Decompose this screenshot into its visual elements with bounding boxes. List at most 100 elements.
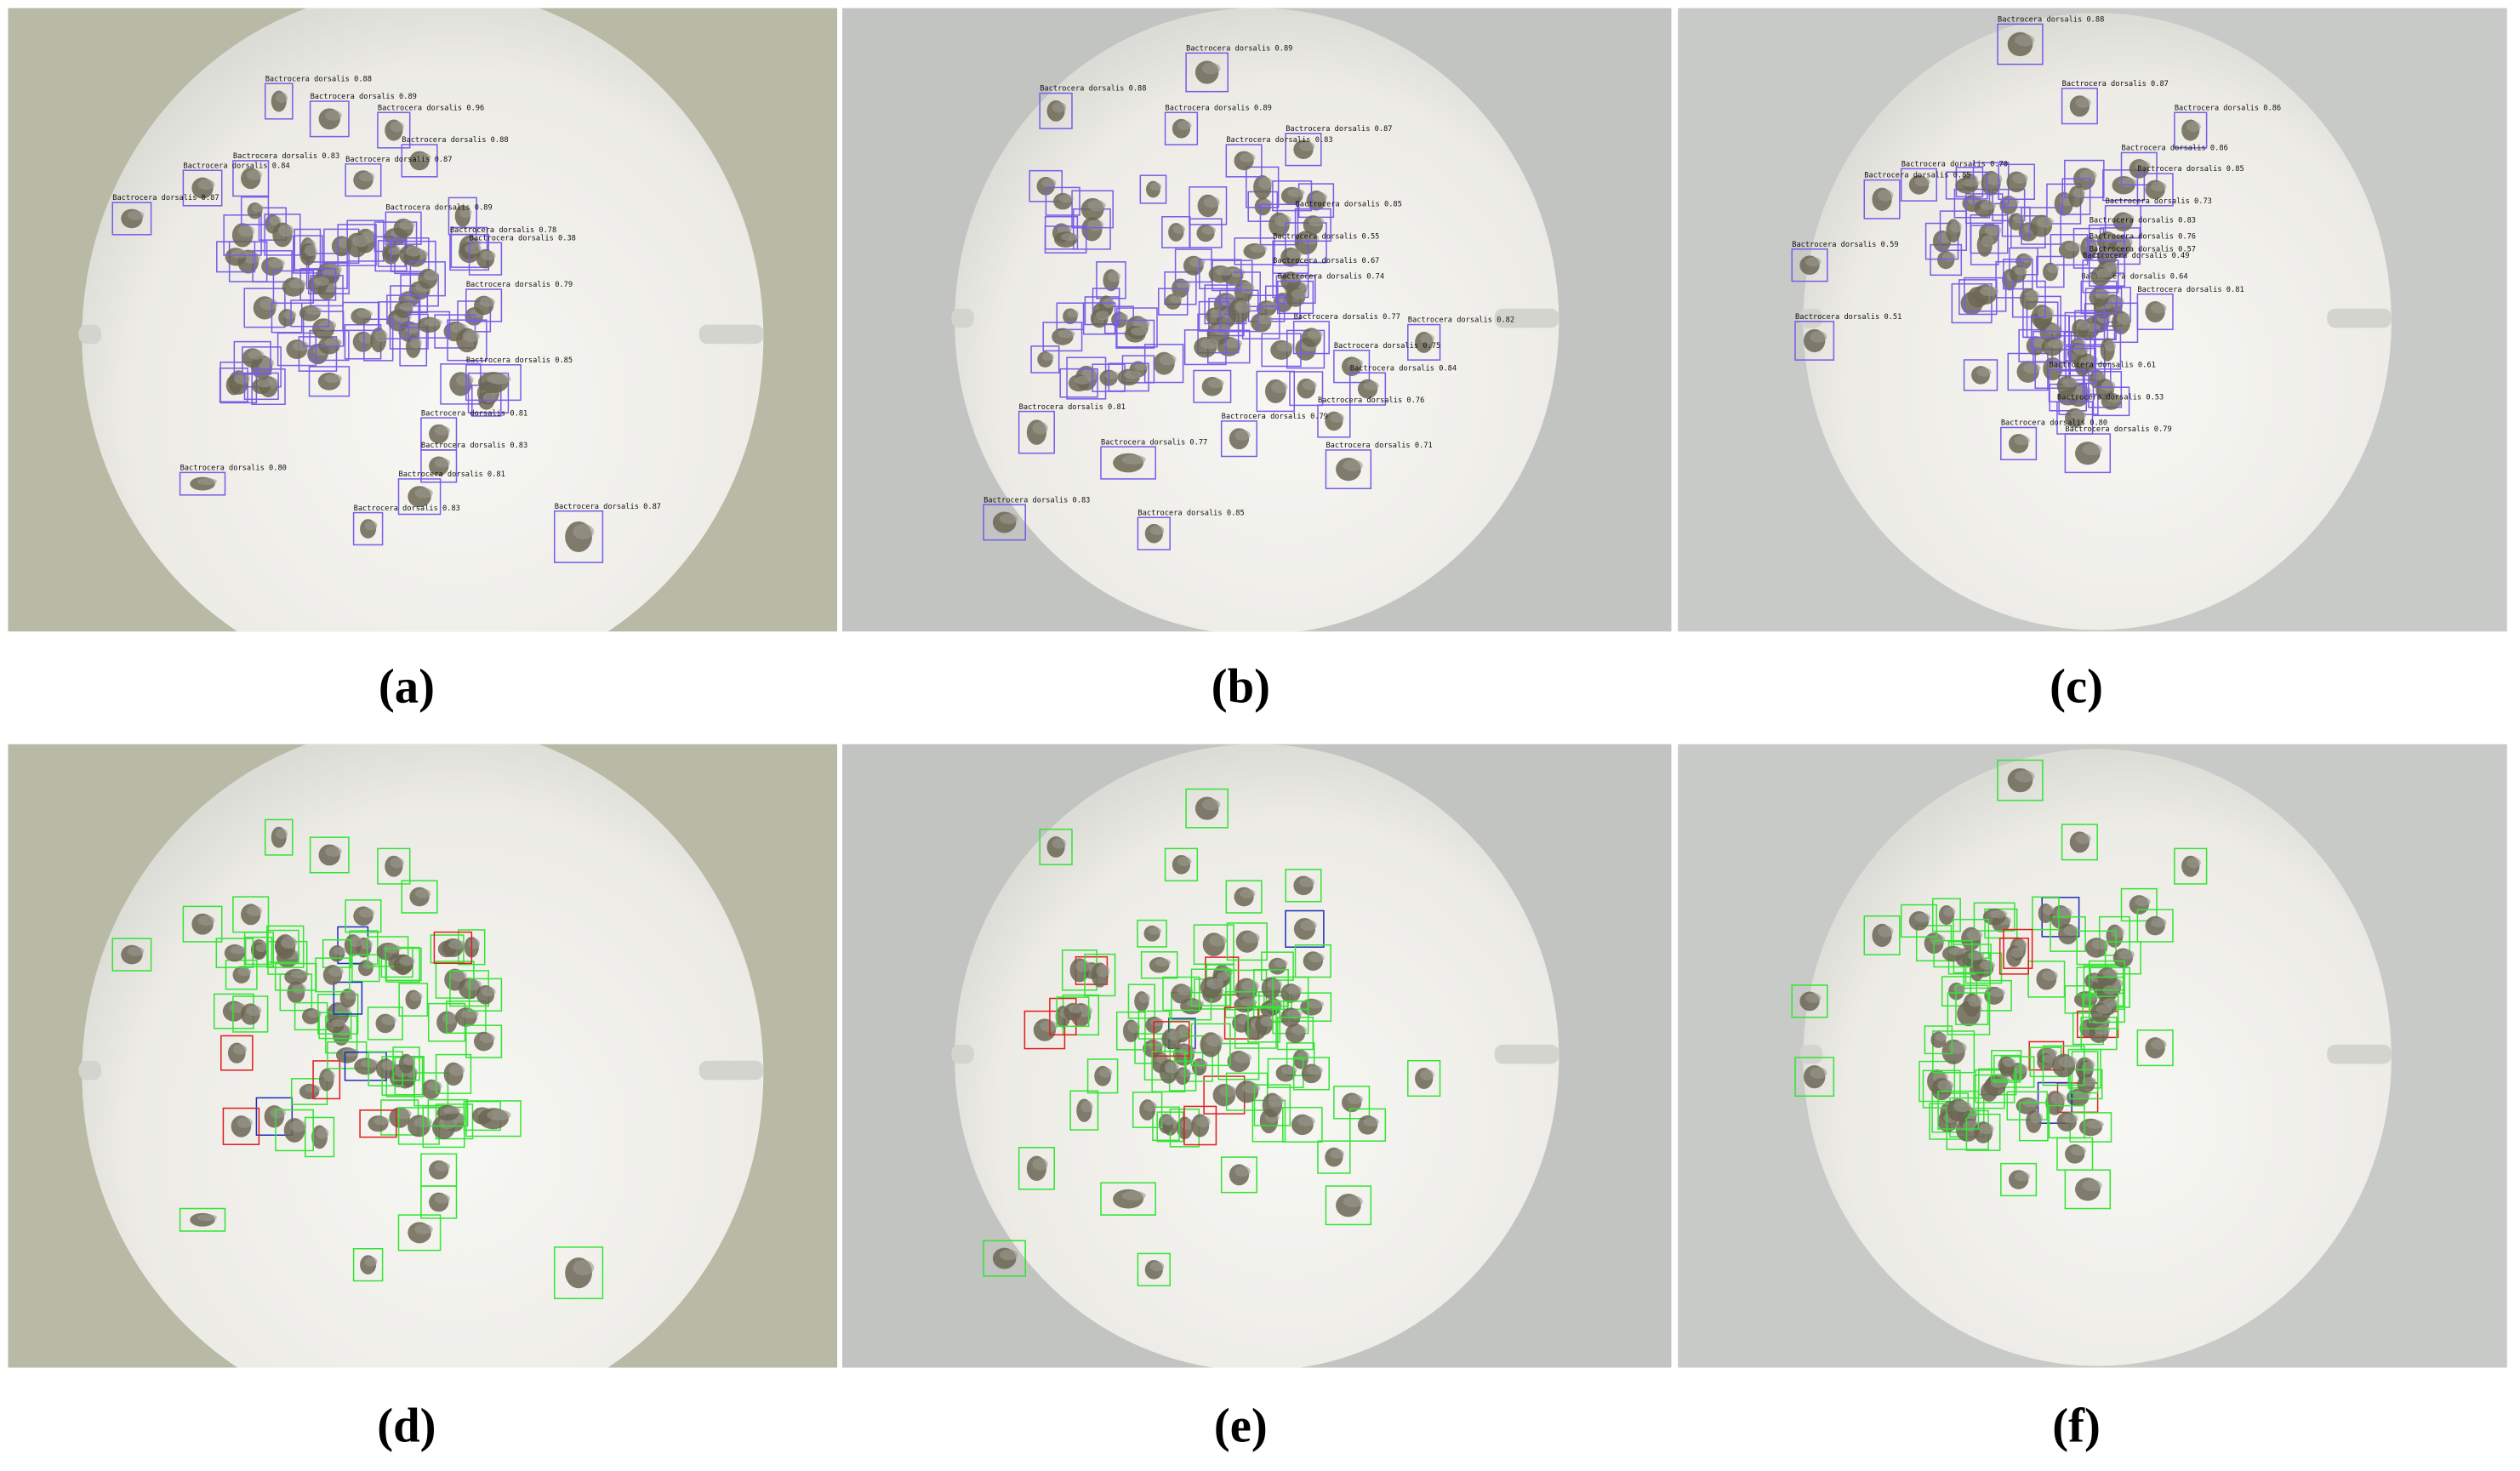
- insect-wing: [281, 936, 297, 949]
- detection-box: [1139, 174, 1167, 204]
- insect-wing: [231, 248, 248, 259]
- insect-wing: [1420, 1069, 1434, 1080]
- detection-box: [255, 1097, 294, 1136]
- insect-wing: [1302, 379, 1317, 391]
- detection-box: [1924, 222, 1959, 260]
- detection-box: [266, 925, 305, 968]
- detection-box: [1292, 321, 1330, 355]
- insect-wing: [1067, 310, 1079, 318]
- detection-box: [1030, 345, 1060, 373]
- detection-box: [2003, 258, 2033, 290]
- insect-wing: [2062, 1114, 2078, 1124]
- detection-box: [1121, 355, 1155, 384]
- detection-box: [398, 983, 429, 1017]
- insect-wing: [455, 373, 474, 386]
- insect-wing: [1330, 413, 1344, 423]
- insect-wing: [1240, 998, 1257, 1006]
- detection-box: [1226, 922, 1268, 961]
- insect-wing: [1936, 1080, 1954, 1092]
- insect-wing: [1299, 141, 1315, 151]
- insect-wing: [1074, 375, 1092, 385]
- detection-box: [1349, 1108, 1387, 1142]
- dish-notch: [1799, 1044, 1823, 1064]
- detection-box: [1285, 869, 1322, 903]
- insect-wing: [388, 247, 401, 255]
- detection-box: [2076, 930, 2117, 966]
- insect-wing: [1130, 327, 1148, 336]
- insect-wing: [2042, 904, 2055, 915]
- insect-wing: [2070, 1145, 2087, 1156]
- insect-wing: [449, 1063, 465, 1076]
- detection-box: [2061, 88, 2098, 125]
- detection-box: [337, 224, 377, 266]
- insect-wing: [390, 121, 404, 133]
- detection-label: Bactrocera dorsalis 0.82: [1408, 316, 1514, 325]
- insect-wing: [197, 477, 217, 485]
- detection-label: Bactrocera dorsalis 0.89: [385, 204, 492, 213]
- insect-wing: [360, 938, 373, 949]
- detection-box: [1407, 1059, 1441, 1098]
- detection-label: Bactrocera dorsalis 0.78: [450, 226, 556, 235]
- detection-box: [2027, 961, 2066, 998]
- detection-label: Bactrocera dorsalis 0.73: [2106, 197, 2212, 206]
- insect-wing: [358, 172, 375, 182]
- detection-box: [225, 959, 258, 990]
- detection-label: Bactrocera dorsalis 0.76: [1318, 396, 1424, 405]
- petri-dish: [955, 744, 1559, 1368]
- detection-box: [1220, 1156, 1257, 1194]
- insect-wing: [448, 939, 465, 949]
- detection-label: Bactrocera dorsalis 0.76: [2090, 233, 2196, 242]
- detection-box: [2000, 1162, 2038, 1197]
- detection-box: [275, 1109, 314, 1152]
- detection-box: [433, 931, 473, 965]
- detection-box: [1039, 92, 1073, 129]
- detection-box: [345, 899, 382, 933]
- detection-box: [2003, 928, 2033, 969]
- insect-wing: [1948, 947, 1965, 955]
- insect-wing: [1032, 421, 1048, 435]
- detection-label: Bactrocera dorsalis 0.79: [1222, 413, 1328, 421]
- detection-box: [1189, 186, 1228, 225]
- detection-box: [1973, 902, 2015, 932]
- detection-box: [182, 169, 223, 207]
- panel-caption: (d): [377, 1400, 436, 1452]
- insect-wing: [1274, 214, 1291, 227]
- insect-wing: [2022, 362, 2041, 374]
- insect-wing: [1052, 838, 1067, 849]
- insect-wing: [127, 210, 145, 220]
- detection-box: [243, 288, 286, 328]
- insect-wing: [1210, 309, 1224, 318]
- insect-wing: [289, 1120, 307, 1132]
- insect-wing: [277, 224, 294, 237]
- detection-box: [397, 1214, 442, 1251]
- insect-wing: [1217, 972, 1229, 982]
- insect-wing: [459, 207, 472, 219]
- insect-wing: [1219, 1086, 1238, 1098]
- detection-box: [1225, 880, 1263, 914]
- insect-wing: [248, 350, 265, 360]
- detection-box: [1900, 168, 1938, 202]
- insect-wing: [259, 298, 278, 311]
- detection-label: Bactrocera dorsalis 0.81: [421, 409, 527, 418]
- insect-wing: [414, 487, 433, 499]
- detection-box: [2094, 329, 2122, 370]
- insect-wing: [434, 458, 451, 468]
- detection-box: [1137, 1252, 1171, 1286]
- insect-wing: [257, 379, 272, 388]
- detection-box: [1937, 1090, 1980, 1130]
- insect-wing: [402, 1055, 415, 1066]
- detection-box: [2019, 1102, 2049, 1142]
- detection-box: [2120, 887, 2158, 922]
- detection-label: Bactrocera dorsalis 0.88: [402, 136, 508, 145]
- insect-wing: [2079, 169, 2097, 181]
- detection-box: [111, 202, 152, 236]
- detection-box: [2136, 293, 2174, 331]
- insect-wing: [1307, 1065, 1323, 1075]
- detection-box: [290, 1078, 328, 1105]
- insect-wing: [1177, 856, 1192, 867]
- detection-box: [1317, 1140, 1351, 1174]
- detection-box: [233, 340, 271, 375]
- detection-box: [465, 288, 503, 322]
- insect-wing: [2072, 187, 2085, 199]
- insect-wing: [423, 270, 439, 281]
